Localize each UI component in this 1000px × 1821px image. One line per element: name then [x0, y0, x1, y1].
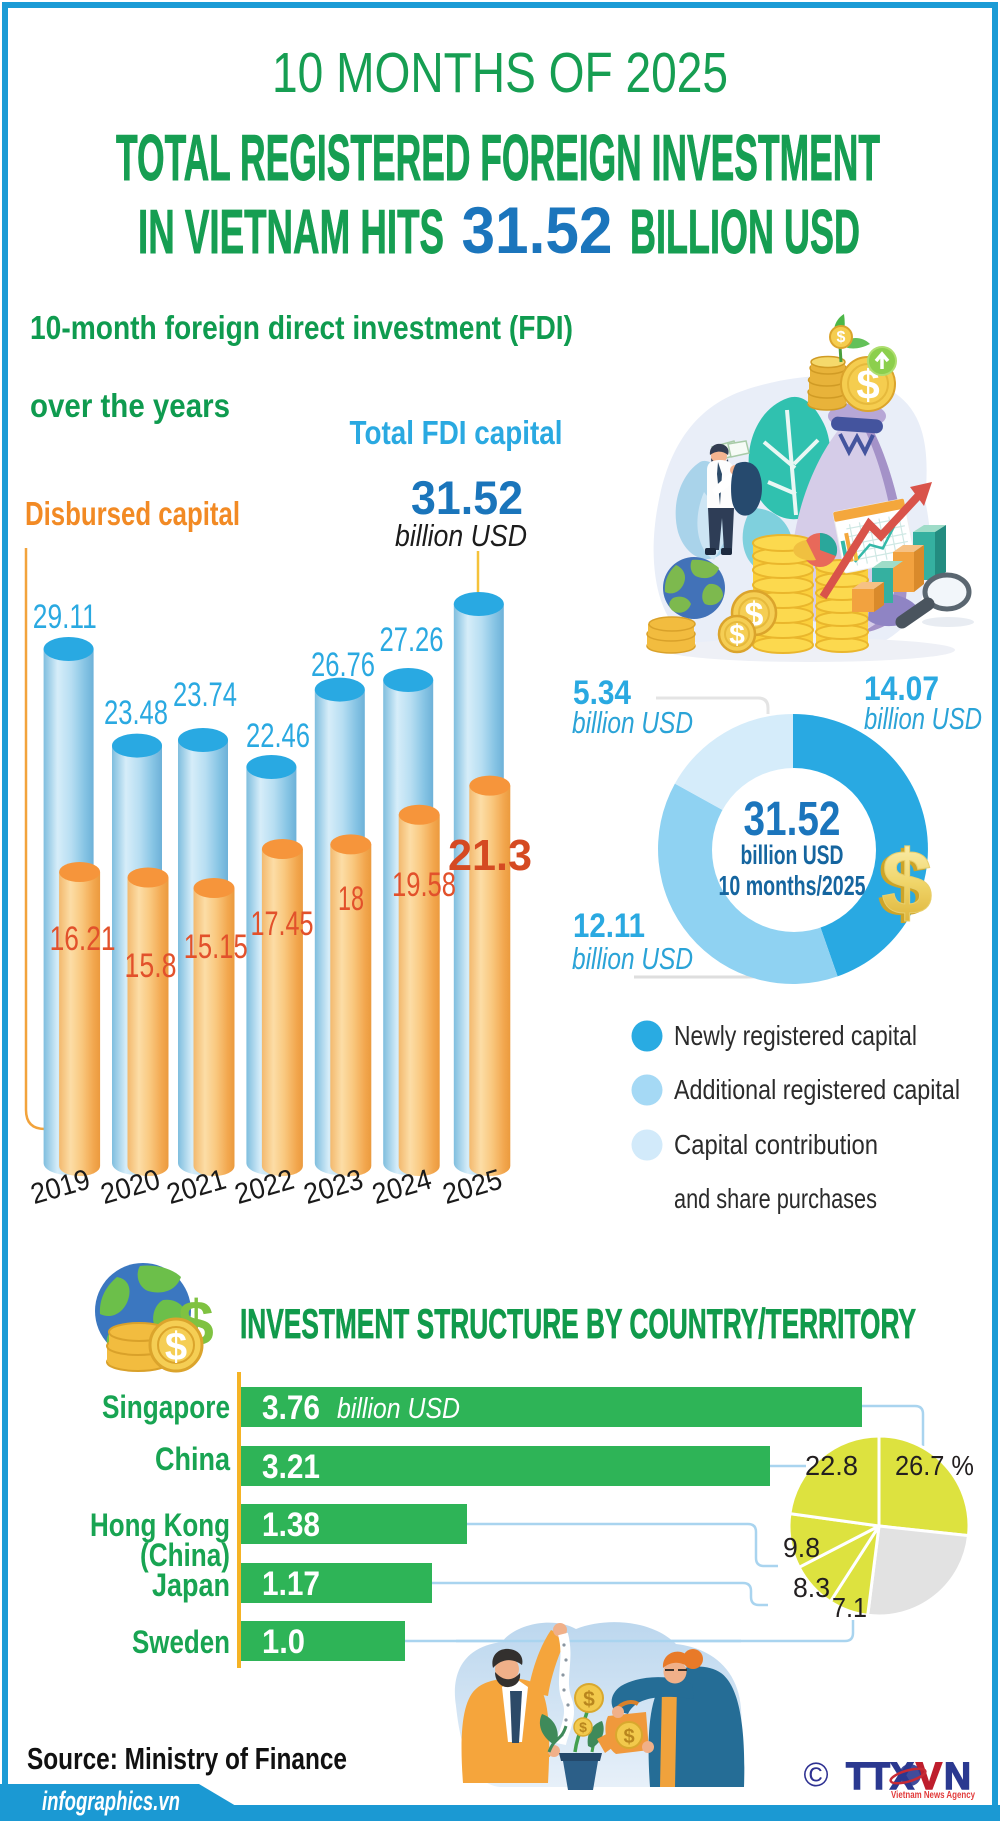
svg-text:3.21: 3.21 — [262, 1448, 320, 1486]
svg-text:Capital contribution: Capital contribution — [674, 1129, 878, 1160]
svg-text:billion USD: billion USD — [864, 701, 982, 736]
svg-text:9.8: 9.8 — [783, 1532, 820, 1563]
svg-text:10-month foreign direct invest: 10-month foreign direct investment (FDI) — [30, 309, 573, 346]
svg-text:1.38: 1.38 — [262, 1506, 320, 1544]
svg-text:12.11: 12.11 — [573, 907, 645, 945]
svg-text:©: © — [803, 1756, 828, 1794]
svg-text:Source: Ministry of Finance: Source: Ministry of Finance — [27, 1741, 347, 1776]
svg-text:2022: 2022 — [231, 1164, 297, 1211]
svg-text:billion USD: billion USD — [741, 840, 844, 870]
svg-text:N: N — [944, 1756, 971, 1798]
svg-text:2019: 2019 — [27, 1164, 93, 1211]
svg-text:INVESTMENT STRUCTURE BY COUNTR: INVESTMENT STRUCTURE BY COUNTRY/TERRITOR… — [240, 1300, 916, 1347]
svg-text:Sweden: Sweden — [132, 1624, 230, 1660]
svg-text:31.52: 31.52 — [411, 471, 523, 524]
svg-text:2020: 2020 — [97, 1164, 163, 1211]
svg-text:26.76: 26.76 — [311, 646, 375, 684]
svg-text:31.52: 31.52 — [744, 793, 841, 846]
svg-text:$: $ — [165, 1325, 187, 1369]
svg-text:16.21: 16.21 — [50, 920, 116, 958]
svg-text:22.8: 22.8 — [805, 1450, 858, 1481]
svg-text:Newly registered capital: Newly registered capital — [674, 1020, 917, 1051]
svg-text:Additional registered capital: Additional registered capital — [674, 1074, 960, 1105]
svg-text:$: $ — [837, 329, 846, 346]
svg-text:$: $ — [729, 619, 745, 650]
svg-text:BILLION USD: BILLION USD — [630, 198, 860, 267]
svg-text:and share purchases: and share purchases — [674, 1183, 877, 1214]
svg-text:14.07: 14.07 — [864, 670, 939, 708]
svg-text:19.58: 19.58 — [392, 866, 456, 904]
svg-text:Vietnam News Agency: Vietnam News Agency — [891, 1790, 975, 1801]
svg-text:infographics.vn: infographics.vn — [42, 1786, 180, 1816]
svg-text:billion USD: billion USD — [337, 1393, 460, 1425]
svg-text:2024: 2024 — [369, 1164, 435, 1211]
svg-text:22.46: 22.46 — [246, 717, 310, 755]
svg-text:18: 18 — [338, 880, 364, 918]
svg-text:1.0: 1.0 — [262, 1623, 305, 1661]
svg-text:23.48: 23.48 — [104, 694, 168, 732]
svg-text:billion USD: billion USD — [572, 941, 693, 976]
svg-text:8.3: 8.3 — [793, 1572, 830, 1603]
svg-text:1.17: 1.17 — [262, 1565, 320, 1603]
svg-text:IN VIETNAM HITS: IN VIETNAM HITS — [138, 198, 444, 267]
svg-text:Total FDI capital: Total FDI capital — [350, 414, 563, 451]
svg-text:billion USD: billion USD — [395, 518, 527, 553]
svg-text:10 MONTHS OF 2025: 10 MONTHS OF 2025 — [272, 41, 728, 105]
svg-text:(China): (China) — [140, 1537, 230, 1573]
svg-text:$: $ — [583, 1688, 595, 1711]
svg-text:29.11: 29.11 — [33, 598, 97, 636]
svg-text:TOTAL REGISTERED FOREIGN INVES: TOTAL REGISTERED FOREIGN INVESTMENT — [116, 121, 880, 194]
svg-text:2023: 2023 — [300, 1164, 366, 1211]
svg-text:$: $ — [877, 834, 928, 936]
svg-text:$: $ — [579, 1719, 587, 1735]
svg-text:15.8: 15.8 — [125, 947, 177, 985]
svg-text:15.15: 15.15 — [184, 928, 248, 966]
svg-text:2021: 2021 — [163, 1164, 229, 1211]
svg-text:5.34: 5.34 — [573, 674, 631, 712]
svg-text:21.3: 21.3 — [448, 831, 532, 880]
svg-text:$: $ — [623, 1726, 634, 1748]
svg-text:27.26: 27.26 — [380, 621, 444, 659]
svg-text:$: $ — [881, 832, 932, 934]
svg-text:over the years: over the years — [30, 387, 230, 424]
svg-text:26.7 %: 26.7 % — [895, 1450, 974, 1481]
svg-text:Disbursed capital: Disbursed capital — [25, 495, 240, 532]
svg-text:17.45: 17.45 — [251, 905, 314, 943]
svg-text:Singapore: Singapore — [102, 1389, 230, 1425]
svg-text:V: V — [916, 1756, 943, 1798]
svg-text:2025: 2025 — [439, 1164, 505, 1211]
svg-text:31.52: 31.52 — [462, 193, 613, 267]
svg-text:Japan: Japan — [152, 1567, 230, 1603]
svg-text:10 months/2025: 10 months/2025 — [719, 870, 866, 901]
svg-text:billion USD: billion USD — [572, 705, 693, 740]
svg-text:Hong Kong: Hong Kong — [90, 1507, 230, 1543]
svg-text:3.76: 3.76 — [262, 1389, 320, 1427]
svg-text:23.74: 23.74 — [173, 676, 237, 714]
svg-text:7.1: 7.1 — [832, 1592, 867, 1623]
svg-text:China: China — [155, 1441, 230, 1477]
